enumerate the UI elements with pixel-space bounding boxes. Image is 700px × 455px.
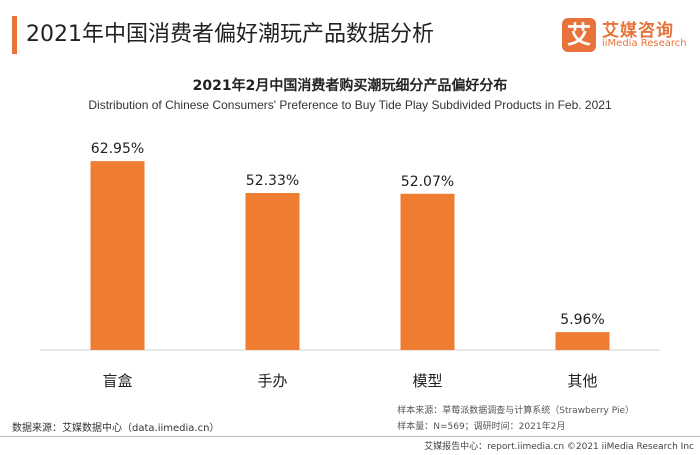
bar-0: [90, 161, 145, 350]
sample-source: 样本来源：草莓派数据调查与计算系统（Strawberry Pie）: [397, 406, 634, 416]
sample-info: 样本量：N=569；调研时间：2021年2月: [397, 422, 566, 432]
chart-subtitle: Distribution of Chinese Consumers' Prefe…: [88, 98, 612, 112]
data-label-3: 5.96%: [560, 312, 604, 328]
category-label-3: 其他: [567, 372, 597, 390]
bar-1: [245, 193, 300, 350]
page-title: 2021年中国消费者偏好潮玩产品数据分析: [26, 22, 434, 47]
iimedia-logo: 艾 艾媒咨询 iiMedia Research: [562, 14, 690, 56]
logo-mark-icon: 艾: [562, 18, 596, 52]
header-accent-bar: [12, 16, 17, 54]
category-label-2: 模型: [412, 372, 442, 390]
data-label-2: 52.07%: [401, 174, 454, 190]
sample-note: 样本来源：草莓派数据调查与计算系统（Strawberry Pie） 样本量：N=…: [397, 403, 634, 435]
data-source: 数据来源：艾媒数据中心（data.iimedia.cn）: [12, 423, 220, 434]
data-label-1: 52.33%: [246, 173, 299, 189]
data-label-0: 62.95%: [91, 141, 144, 157]
bar-3: [555, 332, 610, 350]
bar-2: [400, 193, 455, 350]
footer-report: 艾媒报告中心：report.iimedia.cn ©2021 iiMedia R…: [424, 442, 694, 452]
footer-divider: [0, 436, 700, 437]
category-label-1: 手办: [257, 372, 287, 390]
logo-name-cn: 艾媒咨询: [602, 21, 674, 41]
category-label-0: 盲盒: [102, 372, 132, 390]
logo-name-en: iiMedia Research: [602, 38, 687, 49]
chart-title: 2021年2月中国消费者购买潮玩细分产品偏好分布: [192, 78, 508, 94]
